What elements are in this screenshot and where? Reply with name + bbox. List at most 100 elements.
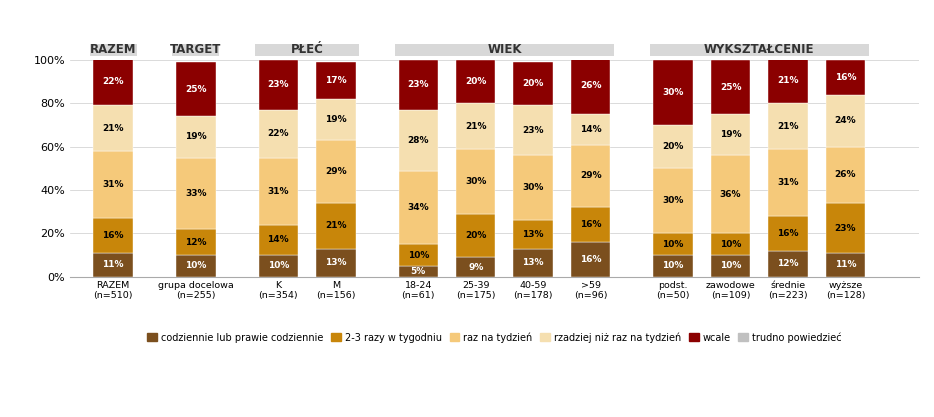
Text: 13%: 13%	[325, 258, 347, 267]
Bar	[654, 168, 693, 234]
Bar	[399, 171, 438, 244]
Bar	[769, 103, 808, 149]
Text: 10%: 10%	[185, 261, 206, 271]
Bar	[90, 44, 136, 55]
Text: 16%: 16%	[835, 73, 856, 82]
Text: 19%: 19%	[720, 130, 742, 139]
Text: 16%: 16%	[103, 231, 124, 240]
Text: 22%: 22%	[267, 129, 290, 138]
Bar	[514, 156, 553, 221]
Bar	[176, 229, 216, 255]
Bar	[176, 62, 216, 116]
Text: 11%: 11%	[835, 260, 856, 269]
Bar	[514, 106, 553, 156]
Bar	[571, 207, 610, 242]
Text: 25%: 25%	[185, 85, 206, 94]
Text: 12%: 12%	[777, 259, 799, 268]
Bar	[654, 125, 693, 168]
Bar	[769, 251, 808, 277]
Text: 20%: 20%	[522, 79, 544, 88]
Text: 10%: 10%	[662, 240, 684, 249]
Bar	[826, 95, 865, 147]
Text: 10%: 10%	[662, 261, 684, 271]
Bar	[399, 110, 438, 171]
Text: 31%: 31%	[267, 187, 290, 196]
Bar	[259, 60, 298, 110]
Text: 19%: 19%	[185, 133, 206, 141]
Bar	[316, 249, 356, 277]
Text: 14%: 14%	[580, 125, 601, 134]
Text: 10%: 10%	[720, 261, 742, 271]
Text: 23%: 23%	[835, 224, 856, 233]
Text: 26%: 26%	[580, 81, 601, 90]
Text: 16%: 16%	[580, 220, 601, 229]
Bar	[456, 214, 495, 257]
Text: 36%: 36%	[720, 190, 742, 199]
Bar	[571, 242, 610, 277]
Bar	[456, 149, 495, 214]
Text: 30%: 30%	[522, 183, 544, 192]
Bar	[711, 255, 750, 277]
Bar	[456, 257, 495, 277]
Text: 21%: 21%	[777, 76, 799, 85]
Text: 12%: 12%	[185, 238, 206, 246]
Bar	[826, 203, 865, 253]
Bar	[571, 145, 610, 207]
Bar	[826, 253, 865, 277]
Text: 25%: 25%	[720, 83, 742, 92]
Bar	[826, 147, 865, 203]
Bar	[173, 44, 219, 55]
Bar	[316, 99, 356, 140]
Bar	[654, 234, 693, 255]
Text: 5%: 5%	[411, 267, 426, 276]
Text: 9%: 9%	[468, 263, 484, 271]
Text: 20%: 20%	[465, 77, 487, 86]
Text: 31%: 31%	[777, 178, 799, 187]
Text: 16%: 16%	[580, 255, 601, 264]
Bar	[650, 44, 869, 55]
Bar	[456, 60, 495, 103]
Bar	[316, 140, 356, 203]
Text: 30%: 30%	[662, 88, 684, 97]
Bar	[456, 103, 495, 149]
Text: PŁEĆ: PŁEĆ	[290, 43, 323, 56]
Bar	[514, 249, 553, 277]
Bar	[769, 149, 808, 216]
Text: 21%: 21%	[103, 124, 124, 133]
Text: 30%: 30%	[465, 177, 487, 186]
Bar	[571, 114, 610, 145]
Bar	[654, 255, 693, 277]
Bar	[711, 234, 750, 255]
Bar	[711, 114, 750, 156]
Text: 29%: 29%	[325, 167, 347, 176]
Text: 24%: 24%	[835, 116, 856, 125]
Text: RAZEM: RAZEM	[90, 43, 136, 56]
Text: 20%: 20%	[465, 231, 487, 240]
Bar	[259, 158, 298, 225]
Bar	[176, 158, 216, 229]
Bar	[259, 110, 298, 158]
Bar	[514, 62, 553, 106]
Text: 13%: 13%	[522, 230, 544, 239]
Text: 13%: 13%	[522, 258, 544, 267]
Text: 10%: 10%	[268, 261, 289, 271]
Text: 31%: 31%	[103, 180, 124, 189]
Text: 11%: 11%	[103, 260, 124, 269]
Bar	[571, 58, 610, 114]
Bar	[93, 218, 133, 253]
Bar	[316, 203, 356, 249]
Bar	[399, 244, 438, 266]
Bar	[769, 216, 808, 251]
Text: 34%: 34%	[407, 203, 429, 212]
Text: 23%: 23%	[267, 80, 290, 89]
Text: 20%: 20%	[662, 142, 684, 151]
Bar	[93, 253, 133, 277]
Bar	[399, 60, 438, 110]
Bar	[654, 60, 693, 125]
Text: 17%: 17%	[325, 76, 347, 85]
Text: WIEK: WIEK	[488, 43, 522, 56]
Text: 19%: 19%	[325, 115, 347, 124]
Bar	[399, 266, 438, 277]
Text: 21%: 21%	[465, 122, 487, 131]
Bar	[259, 255, 298, 277]
